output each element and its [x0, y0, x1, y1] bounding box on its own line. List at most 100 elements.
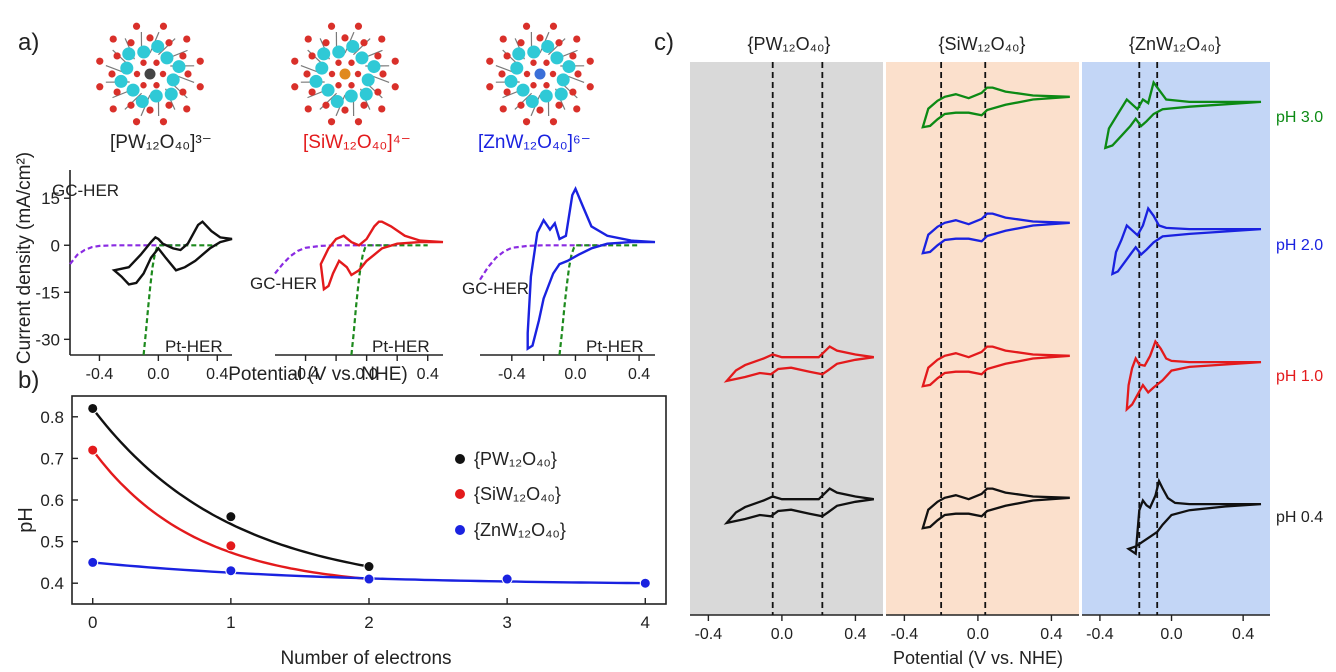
oxygen-atom	[378, 35, 386, 43]
oxygen-atom	[196, 57, 204, 65]
cluster-bond	[158, 38, 176, 56]
panel-c-xtick-label: -0.4	[695, 626, 723, 643]
oxygen-atom	[341, 106, 349, 114]
oxygen-atom	[183, 35, 191, 43]
panel-c-cv-trace	[1125, 339, 1262, 413]
cluster-bond	[548, 38, 566, 56]
oxygen-atom	[303, 70, 311, 78]
tungsten-atom	[344, 89, 358, 103]
panel-b-ylabel: pH	[15, 507, 37, 533]
background-layer	[690, 62, 1270, 615]
panel-c-cv-trace	[921, 86, 1070, 129]
oxygen-atom	[348, 59, 355, 66]
oxygen-atom	[153, 59, 160, 66]
tungsten-atom	[135, 95, 149, 109]
cv-curve-0	[111, 220, 233, 286]
panel-b-point	[501, 573, 513, 585]
oxygen-atom	[378, 105, 386, 113]
oxygen-atom	[109, 35, 117, 43]
oxygen-atom	[536, 106, 544, 114]
oxygen-atom	[499, 105, 507, 113]
gc-her-label-3: GC-HER	[462, 279, 529, 298]
cv-curve-1	[319, 220, 444, 292]
panel-a-xtick-label: -0.4	[292, 366, 320, 383]
oxygen-atom	[133, 70, 141, 78]
heteroatom-center	[534, 68, 546, 80]
panel-b-xtick-label: 0	[88, 613, 97, 632]
panel-b-fit-0	[91, 407, 370, 568]
oxygen-atom	[132, 118, 141, 126]
oxygen-atom	[146, 106, 154, 114]
tungsten-atom	[321, 83, 335, 97]
oxygen-atom	[159, 22, 168, 30]
tungsten-atom	[556, 73, 570, 87]
oxygen-atom	[517, 101, 525, 109]
oxygen-atom	[549, 118, 558, 126]
panel-label-c: c)	[654, 29, 674, 56]
oxygen-atom	[354, 22, 363, 30]
oxygen-atom	[543, 59, 550, 66]
panel-a-xlabel: Potential (V vs. NHE)	[228, 364, 408, 385]
oxygen-atom	[146, 34, 154, 42]
ph-label-2: pH 2.0	[1276, 237, 1323, 254]
tungsten-atom	[137, 45, 151, 59]
molecule-cluster-0	[96, 22, 204, 126]
oxygen-atom	[530, 59, 537, 66]
tungsten-atom	[151, 39, 165, 53]
panel-c-cv-trace	[1103, 79, 1262, 150]
oxygen-atom	[328, 70, 336, 78]
panel-c-xlabel: Potential (V vs. NHE)	[893, 648, 1063, 668]
oxygen-atom	[530, 82, 537, 89]
oxygen-atom	[503, 52, 511, 60]
oxygen-atom	[573, 35, 581, 43]
tungsten-atom	[126, 83, 140, 97]
oxygen-atom	[391, 83, 399, 91]
panel-b-point	[225, 511, 237, 523]
oxygen-atom	[108, 70, 116, 78]
panel-b-ytick-label: 0.6	[40, 491, 64, 510]
panel-c-cv-trace	[921, 345, 1070, 388]
oxygen-atom	[586, 83, 594, 91]
molecule-formula-pw: [PW₁₂O₄₀]³⁻	[110, 132, 212, 153]
panel-a-xtick-label: 0.0	[356, 366, 378, 383]
panel-a-xtick-label: 0.4	[206, 366, 228, 383]
oxygen-atom	[179, 52, 187, 60]
panel-a-xtick-label: 0.0	[564, 366, 586, 383]
oxygen-atom	[374, 52, 382, 60]
panel-a-ytick-label: 15	[41, 189, 60, 208]
panel-c-xtick-label: 0.0	[967, 626, 989, 643]
oxygen-atom	[536, 34, 544, 42]
oxygen-atom	[165, 39, 173, 47]
tungsten-atom	[504, 74, 518, 88]
panel-c-header-znw: {ZnW₁₂O₄₀}	[1129, 34, 1221, 54]
gc-her-label-2: GC-HER	[250, 274, 317, 293]
panel-c-xtick-label: 0.4	[844, 626, 866, 643]
legend-marker-znw	[455, 525, 465, 535]
oxygen-atom	[543, 82, 550, 89]
molecule-cluster-1	[291, 22, 399, 126]
oxygen-atom	[304, 35, 312, 43]
panel-c-cv-trace	[1110, 205, 1262, 276]
panel-b-frame	[71, 395, 667, 605]
tungsten-atom	[525, 95, 539, 109]
panel-b-xtick-label: 1	[226, 613, 235, 632]
panel-a-xtick-label: 0.0	[147, 366, 169, 383]
tungsten-atom	[516, 83, 530, 97]
panel-c-xtick-label: 0.4	[1232, 626, 1254, 643]
panel-b-fit-1	[91, 449, 370, 581]
oxygen-atom	[391, 57, 399, 65]
panel-a-ytick-label: 0	[51, 236, 60, 255]
tungsten-atom	[164, 87, 178, 101]
pt-her-label-1: Pt-HER	[165, 337, 223, 356]
panel-c-xtick-label: 0.4	[1040, 626, 1062, 643]
tungsten-atom	[539, 89, 553, 103]
oxygen-atom	[348, 82, 355, 89]
panel-b-xlabel: Number of electrons	[280, 648, 451, 669]
panel-c-header-pw: {PW₁₂O₄₀}	[748, 34, 831, 54]
pt-her-label-3: Pt-HER	[586, 337, 644, 356]
molecule-cluster-2	[486, 22, 594, 126]
oxygen-atom	[322, 101, 330, 109]
oxygen-atom	[304, 105, 312, 113]
oxygen-atom	[498, 70, 506, 78]
